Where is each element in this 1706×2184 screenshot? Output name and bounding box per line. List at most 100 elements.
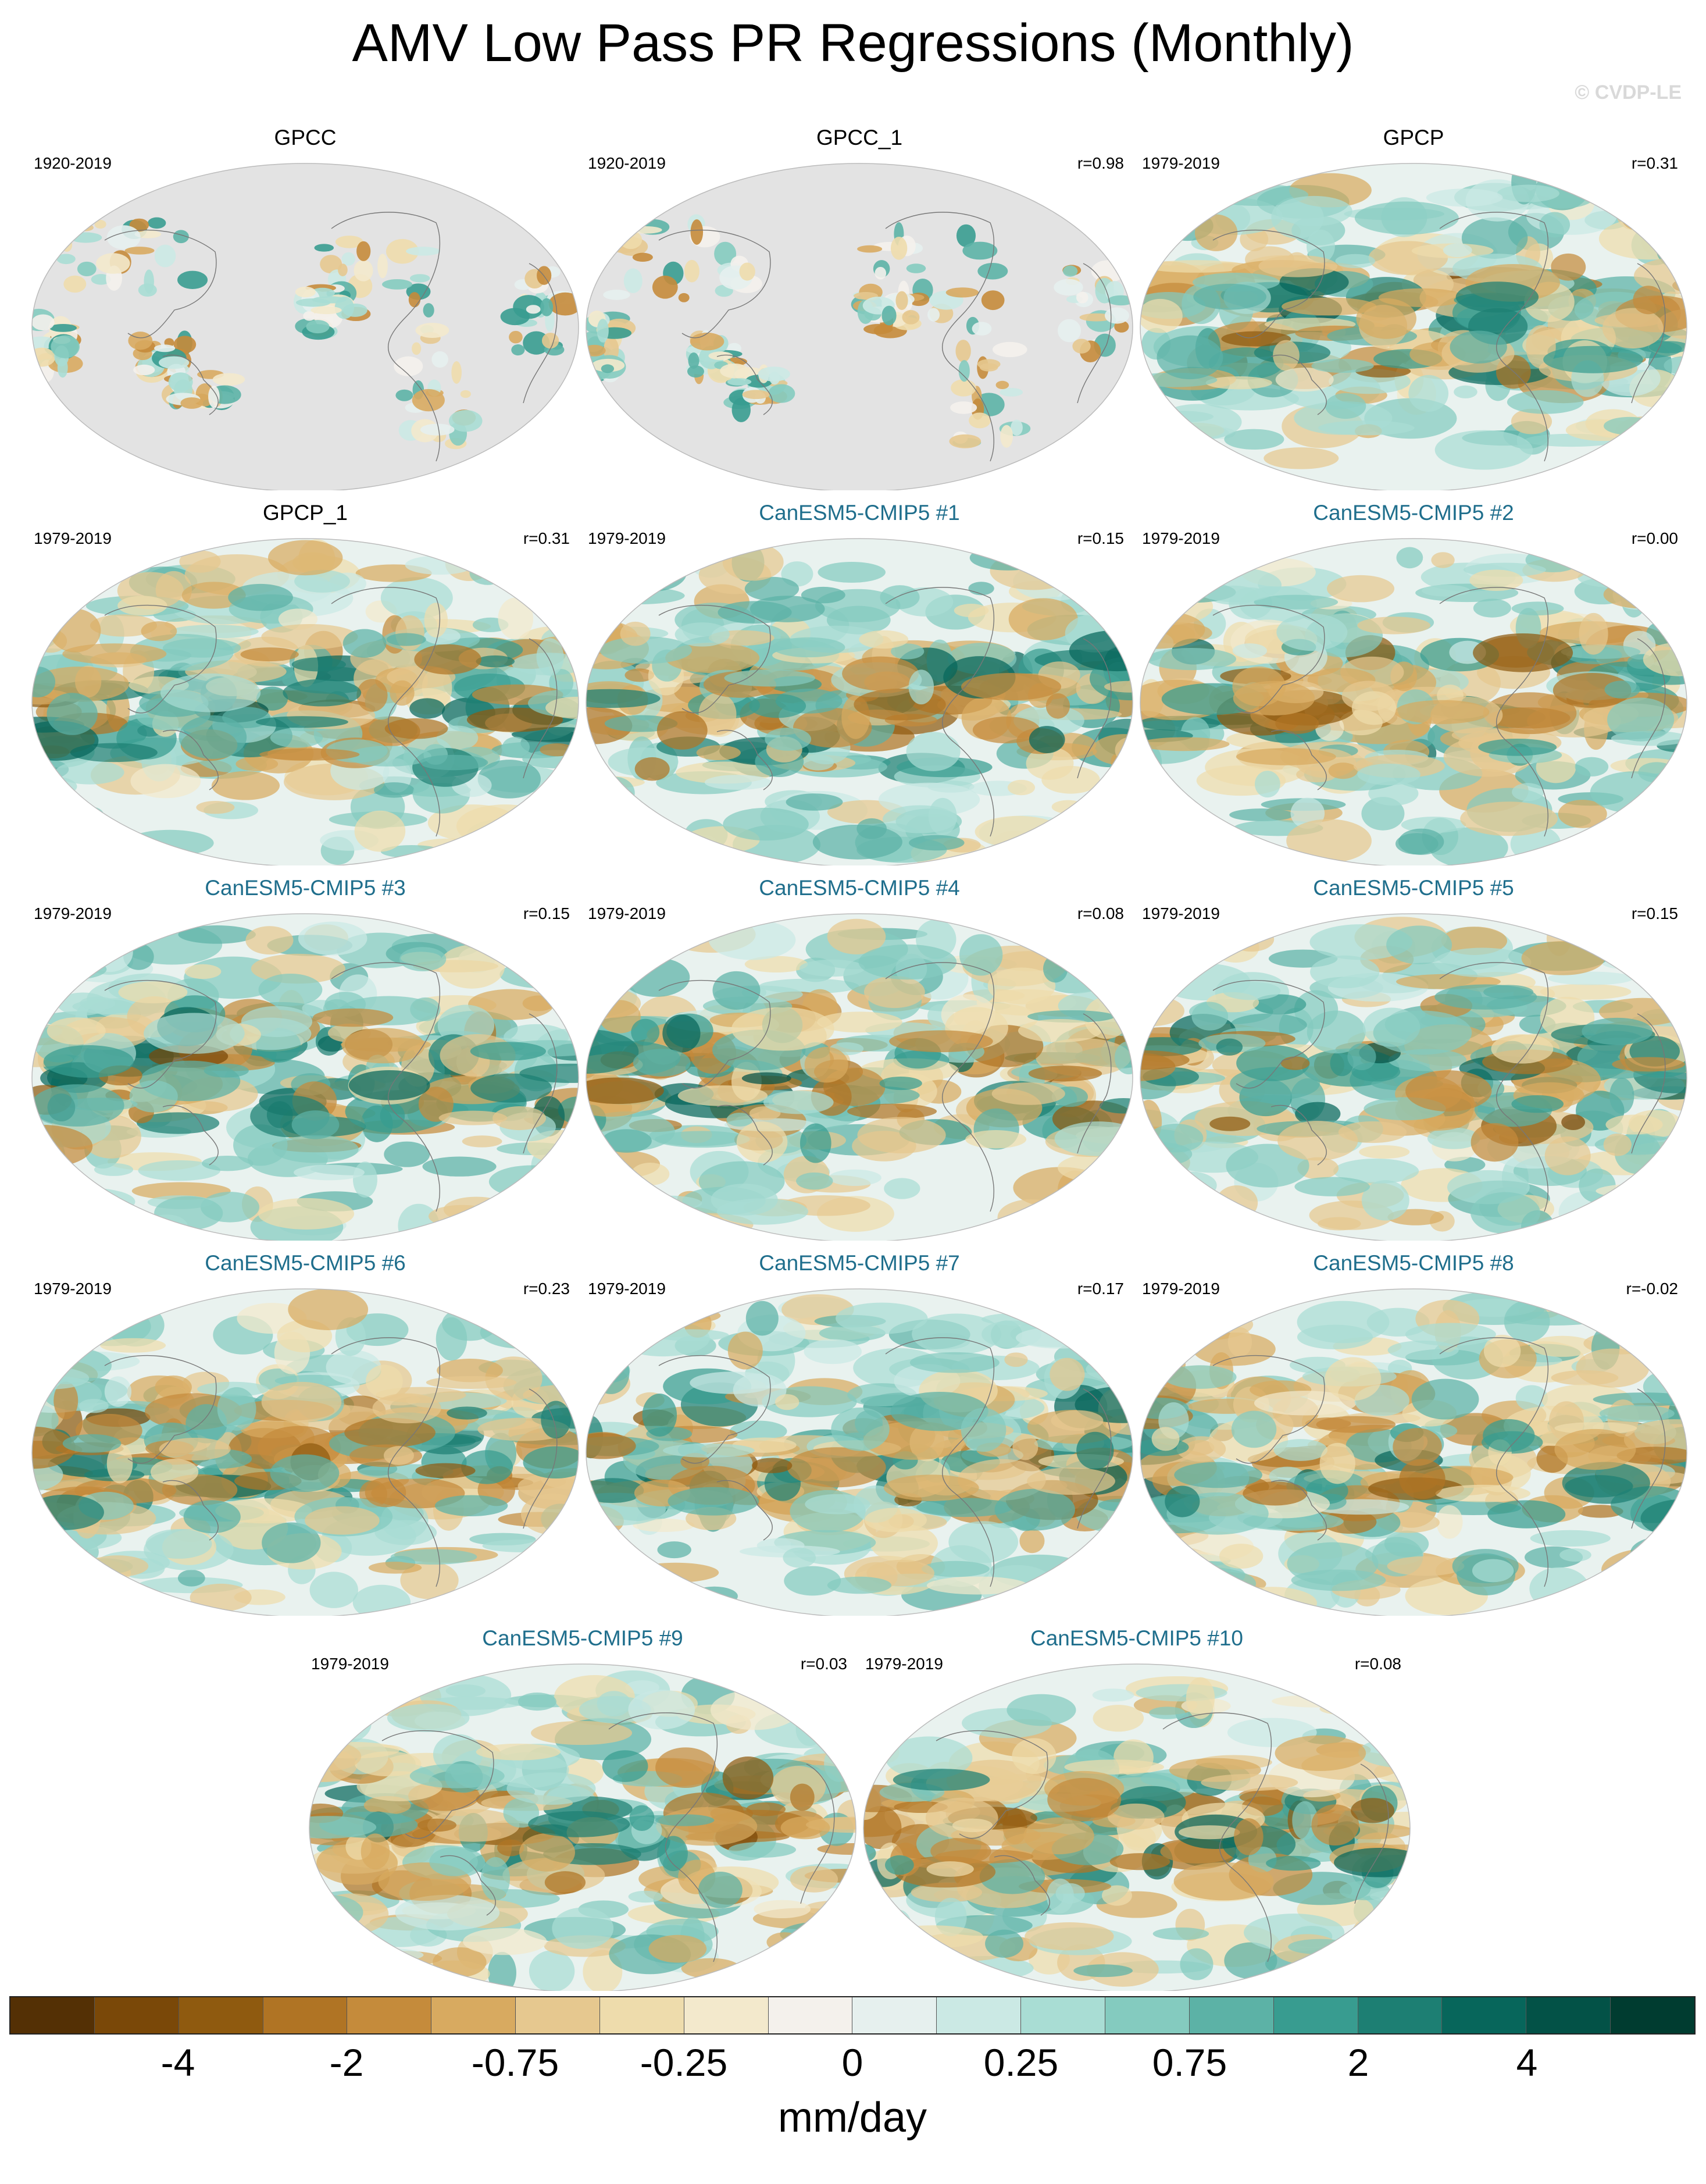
colorbar-box <box>347 1997 432 2033</box>
colorbar-box <box>94 1997 179 2033</box>
colorbar-box <box>1611 1997 1694 2033</box>
map-panel: CanESM5-CMIP5 #6 1979-2019 r=0.23 <box>29 1250 581 1629</box>
map-panel: GPCP 1979-2019 r=0.31 <box>1137 125 1690 503</box>
panel-period: 1979-2019 <box>1142 1280 1220 1298</box>
colorbar-box <box>179 1997 263 2033</box>
panel-title: CanESM5-CMIP5 #9 <box>482 1626 683 1650</box>
panel-correlation: r=0.31 <box>1631 154 1678 172</box>
map-panel: CanESM5-CMIP5 #4 1979-2019 r=0.08 <box>583 875 1136 1253</box>
panel-title: GPCC <box>274 126 337 149</box>
map-panel: GPCC 1920-2019 <box>29 125 581 503</box>
colorbar-tick-label: 0.25 <box>983 2041 1059 2084</box>
colorbar-tick-label: -2 <box>329 2041 364 2084</box>
colorbar-box <box>937 1997 1022 2033</box>
colorbar-box <box>1273 1997 1358 2033</box>
map-panel: GPCP_1 1979-2019 r=0.31 <box>29 500 581 878</box>
map-panel: CanESM5-CMIP5 #5 1979-2019 r=0.15 <box>1137 875 1690 1253</box>
panel-correlation: r=0.15 <box>523 904 570 922</box>
world-map <box>586 538 1133 865</box>
panel-period: 1920-2019 <box>588 154 666 172</box>
colorbar-box <box>1442 1997 1527 2033</box>
world-map <box>31 163 579 490</box>
map-panel: CanESM5-CMIP5 #1 1979-2019 r=0.15 <box>583 500 1136 878</box>
world-map <box>586 913 1133 1241</box>
world-map <box>1140 913 1687 1241</box>
world-map <box>1140 1288 1687 1616</box>
panel-correlation: r=0.03 <box>800 1655 847 1673</box>
colorbar-box <box>1021 1997 1105 2033</box>
world-map <box>586 163 1133 490</box>
map-panel: CanESM5-CMIP5 #9 1979-2019 r=0.03 <box>306 1626 859 2004</box>
map-panel: CanESM5-CMIP5 #3 1979-2019 r=0.15 <box>29 875 581 1253</box>
panel-title: CanESM5-CMIP5 #5 <box>1313 876 1514 900</box>
panel-correlation: r=0.08 <box>1354 1655 1401 1673</box>
map-panel: CanESM5-CMIP5 #10 1979-2019 r=0.08 <box>861 1626 1413 2004</box>
colorbar-box <box>684 1997 769 2033</box>
panel-period: 1979-2019 <box>34 529 112 547</box>
panel-period: 1979-2019 <box>588 1280 666 1298</box>
colorbar-box <box>1526 1997 1611 2033</box>
colorbar-tick-label: 0 <box>841 2041 863 2084</box>
panel-period: 1979-2019 <box>1142 904 1220 922</box>
colorbar-box <box>431 1997 516 2033</box>
panel-title: GPCP_1 <box>262 501 348 525</box>
colorbar-labels: -4 -2 -0.75 -0.25 0 0.25 0.75 2 4 <box>9 2040 1696 2087</box>
map-panel: GPCC_1 1920-2019 r=0.98 <box>583 125 1136 503</box>
panel-title: CanESM5-CMIP5 #2 <box>1313 501 1514 525</box>
panel-correlation: r=0.23 <box>523 1280 570 1298</box>
panel-period: 1979-2019 <box>34 1280 112 1298</box>
panel-period: 1979-2019 <box>588 529 666 547</box>
colorbar-box <box>516 1997 600 2033</box>
panel-correlation: r=0.08 <box>1077 904 1124 922</box>
figure-title: AMV Low Pass PR Regressions (Monthly) <box>352 13 1354 73</box>
panel-period: 1979-2019 <box>34 904 112 922</box>
colorbar-tick-label: 4 <box>1516 2041 1538 2084</box>
panel-title: CanESM5-CMIP5 #8 <box>1313 1251 1514 1275</box>
panel-title: CanESM5-CMIP5 #7 <box>759 1251 960 1275</box>
panel-period: 1979-2019 <box>1142 154 1220 172</box>
world-map <box>309 1663 856 1991</box>
world-map <box>31 1288 579 1616</box>
panel-title: CanESM5-CMIP5 #1 <box>759 501 960 525</box>
world-map <box>586 1288 1133 1616</box>
map-panel: CanESM5-CMIP5 #8 1979-2019 r=-0.02 <box>1137 1250 1690 1629</box>
world-map <box>31 913 579 1241</box>
panel-period: 1979-2019 <box>588 904 666 922</box>
map-panel: CanESM5-CMIP5 #7 1979-2019 r=0.17 <box>583 1250 1136 1629</box>
panel-correlation: r=0.17 <box>1077 1280 1124 1298</box>
panel-title: GPCC_1 <box>816 126 903 149</box>
panel-correlation: r=0.15 <box>1077 529 1124 547</box>
panel-period: 1979-2019 <box>865 1655 943 1673</box>
colorbar: -4 -2 -0.75 -0.25 0 0.25 0.75 2 4 mm/day <box>9 1996 1696 2171</box>
panel-correlation: r=0.31 <box>523 529 570 547</box>
panel-title: GPCP <box>1383 126 1444 149</box>
colorbar-box <box>599 1997 684 2033</box>
colorbar-box <box>1105 1997 1190 2033</box>
panel-period: 1920-2019 <box>34 154 112 172</box>
colorbar-tick-label: 0.75 <box>1152 2041 1227 2084</box>
world-map <box>31 538 579 865</box>
watermark: © CVDP-LE <box>1575 81 1682 104</box>
colorbar-tick-label: -0.25 <box>640 2041 728 2084</box>
panel-period: 1979-2019 <box>311 1655 389 1673</box>
colorbar-tick-label: -4 <box>160 2041 195 2084</box>
panel-title: CanESM5-CMIP5 #4 <box>759 876 960 900</box>
colorbar-box <box>263 1997 348 2033</box>
colorbar-box <box>1358 1997 1443 2033</box>
colorbar-tick-label: -0.75 <box>471 2041 559 2084</box>
panel-correlation: r=0.98 <box>1077 154 1124 172</box>
colorbar-box <box>10 1997 95 2033</box>
colorbar-boxes <box>9 1996 1696 2035</box>
panel-correlation: r=0.00 <box>1631 529 1678 547</box>
panel-title: CanESM5-CMIP5 #10 <box>1030 1626 1244 1650</box>
colorbar-box <box>852 1997 937 2033</box>
colorbar-box <box>768 1997 853 2033</box>
panel-title: CanESM5-CMIP5 #3 <box>205 876 406 900</box>
panel-title: CanESM5-CMIP5 #6 <box>205 1251 406 1275</box>
panel-period: 1979-2019 <box>1142 529 1220 547</box>
world-map <box>1140 538 1687 865</box>
colorbar-box <box>1189 1997 1274 2033</box>
world-map <box>863 1663 1411 1991</box>
colorbar-units: mm/day <box>777 2094 927 2141</box>
world-map <box>1140 163 1687 490</box>
